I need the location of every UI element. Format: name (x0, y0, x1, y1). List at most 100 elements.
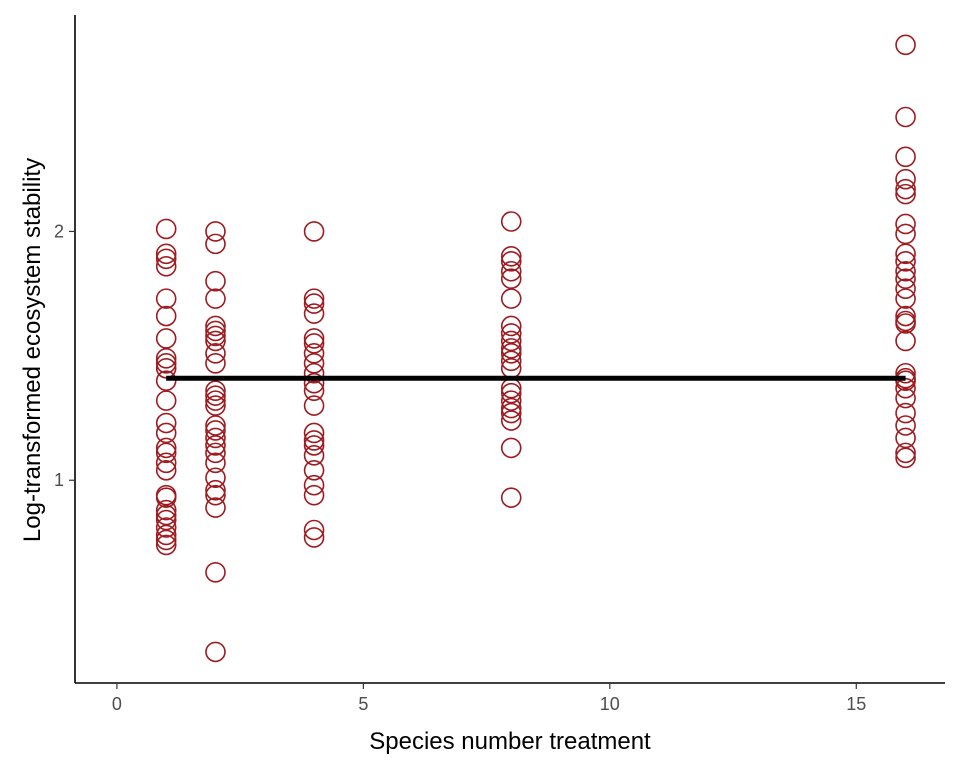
data-point (895, 427, 916, 449)
data-point (205, 288, 226, 309)
data-point (205, 221, 226, 242)
data-point (155, 459, 177, 481)
data-point (500, 382, 522, 404)
data-point (895, 415, 916, 436)
x-ticks: 0 5 10 15 (112, 683, 866, 714)
data-point (303, 435, 325, 456)
points-layer (155, 34, 916, 663)
data-point (303, 293, 325, 314)
data-point (155, 353, 177, 374)
data-point (205, 415, 226, 436)
data-point (500, 410, 522, 431)
data-point (895, 402, 916, 424)
data-point (303, 380, 325, 401)
data-point (155, 509, 177, 531)
data-point (155, 218, 177, 240)
data-point (155, 524, 177, 546)
data-point (155, 534, 177, 556)
data-point (205, 452, 226, 474)
data-point (895, 183, 916, 205)
data-point (895, 223, 916, 245)
data-point (205, 315, 226, 337)
y-tick-label: 2 (54, 221, 64, 241)
data-point (205, 380, 226, 401)
data-point (155, 305, 177, 327)
data-point (205, 385, 226, 406)
data-point (205, 484, 226, 506)
data-point (500, 437, 522, 459)
data-point (500, 350, 522, 372)
data-point (155, 437, 177, 459)
data-point (303, 303, 325, 324)
data-point (205, 467, 226, 489)
data-point (155, 442, 177, 464)
data-point (895, 362, 916, 384)
data-point (205, 435, 226, 456)
data-point (205, 353, 226, 374)
data-point (895, 168, 916, 190)
y-tick-label: 1 (54, 470, 64, 490)
data-point (205, 442, 226, 464)
data-point (500, 211, 522, 232)
data-point (205, 479, 226, 501)
data-point (500, 338, 522, 359)
data-point (303, 459, 325, 481)
data-point (895, 243, 916, 265)
data-point (205, 641, 226, 663)
data-point (895, 268, 916, 290)
data-point (303, 343, 325, 364)
data-point (155, 452, 177, 474)
data-point (155, 288, 177, 309)
data-point (155, 517, 177, 538)
data-point (303, 353, 325, 374)
data-point (500, 330, 522, 352)
data-point (303, 484, 325, 506)
data-point (895, 34, 916, 56)
data-point (303, 362, 325, 384)
data-point (500, 343, 522, 364)
data-point (500, 268, 522, 290)
data-point (895, 213, 916, 235)
x-tick-label: 5 (358, 694, 368, 714)
y-axis-label: Log-transformed ecosystem stability (19, 158, 46, 542)
x-tick-label: 15 (846, 694, 866, 714)
data-point (895, 278, 916, 299)
data-point (500, 315, 522, 337)
data-point (205, 320, 226, 342)
y-ticks: 12 (54, 221, 75, 490)
data-point (303, 328, 325, 349)
data-point (895, 106, 916, 128)
data-point (205, 325, 226, 347)
data-point (303, 430, 325, 451)
data-point (205, 330, 226, 352)
data-point (500, 323, 522, 344)
data-point (155, 487, 177, 508)
data-point (303, 288, 325, 309)
data-point (205, 270, 226, 292)
data-point (205, 343, 226, 364)
data-point (895, 251, 916, 272)
data-point (500, 402, 522, 424)
data-point (303, 395, 325, 416)
data-point (895, 442, 916, 464)
data-point (155, 422, 177, 444)
x-tick-label: 10 (600, 694, 620, 714)
data-point (303, 474, 325, 496)
data-point (155, 499, 177, 521)
data-point (155, 328, 177, 349)
data-point (205, 427, 226, 449)
data-point (155, 243, 177, 265)
data-point (895, 330, 916, 352)
data-point (303, 333, 325, 354)
data-point (303, 372, 325, 394)
data-point (895, 288, 916, 309)
data-point (155, 390, 177, 411)
data-point (303, 221, 325, 242)
data-point (205, 390, 226, 411)
data-point (303, 527, 325, 548)
data-point (500, 288, 522, 309)
data-point (303, 519, 325, 541)
data-point (500, 251, 522, 272)
data-point (155, 504, 177, 526)
